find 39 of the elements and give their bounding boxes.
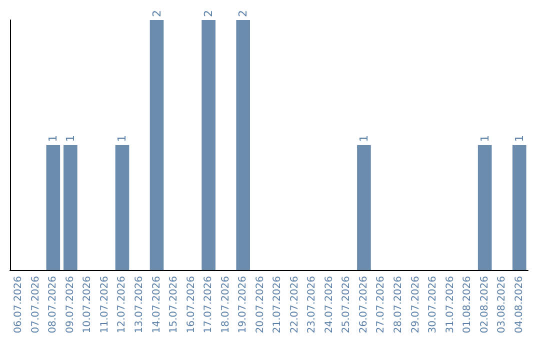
x-tick-label: 21.07.2026 — [272, 276, 284, 334]
x-tick-label: 06.07.2026 — [13, 276, 24, 334]
x-tick-label: 11.07.2026 — [99, 276, 110, 334]
x-tick-label: 26.07.2026 — [358, 276, 370, 334]
x-tick-label: 08.07.2026 — [48, 276, 59, 334]
x-tick-label: 29.07.2026 — [410, 276, 422, 334]
x-tick-label: 04.08.2026 — [514, 276, 525, 334]
x-tick-label: 13.07.2026 — [134, 276, 145, 334]
data-label: 1 — [478, 135, 492, 142]
x-tick-label: 15.07.2026 — [168, 276, 180, 334]
x-tick-label: 07.07.2026 — [30, 276, 42, 334]
data-label: 2 — [202, 10, 216, 17]
data-label: 1 — [512, 135, 526, 142]
data-label: 1 — [46, 135, 60, 142]
x-tick-label: 25.07.2026 — [341, 276, 352, 334]
x-tick-label: 03.08.2026 — [496, 276, 508, 334]
x-tick-label: 02.08.2026 — [479, 276, 490, 334]
x-tick-label: 10.07.2026 — [82, 276, 94, 334]
data-label: 2 — [236, 10, 250, 17]
x-tick-label: 16.07.2026 — [186, 276, 197, 334]
x-tick-label: 14.07.2026 — [151, 276, 162, 334]
x-tick-label: 19.07.2026 — [238, 276, 249, 334]
data-label: 1 — [64, 135, 77, 142]
x-tick-label: 12.07.2026 — [116, 276, 128, 334]
x-tick-label: 09.07.2026 — [64, 276, 76, 334]
x-tick-label: 01.08.2026 — [462, 276, 474, 334]
data-label: 1 — [357, 135, 370, 142]
x-tick-label: 27.07.2026 — [376, 276, 387, 334]
x-tick-label: 31.07.2026 — [444, 276, 456, 334]
x-tick-label: 30.07.2026 — [428, 276, 439, 334]
x-tick-label: 17.07.2026 — [203, 276, 214, 334]
x-tick-label: 20.07.2026 — [254, 276, 266, 334]
data-label: 1 — [116, 135, 129, 142]
x-tick-label: 18.07.2026 — [220, 276, 232, 334]
x-tick-label: 23.07.2026 — [306, 276, 318, 334]
x-tick-label: 22.07.2026 — [289, 276, 300, 334]
x-tick-label: 28.07.2026 — [393, 276, 404, 334]
data-label: 2 — [150, 10, 164, 17]
x-tick-label: 24.07.2026 — [324, 276, 335, 334]
